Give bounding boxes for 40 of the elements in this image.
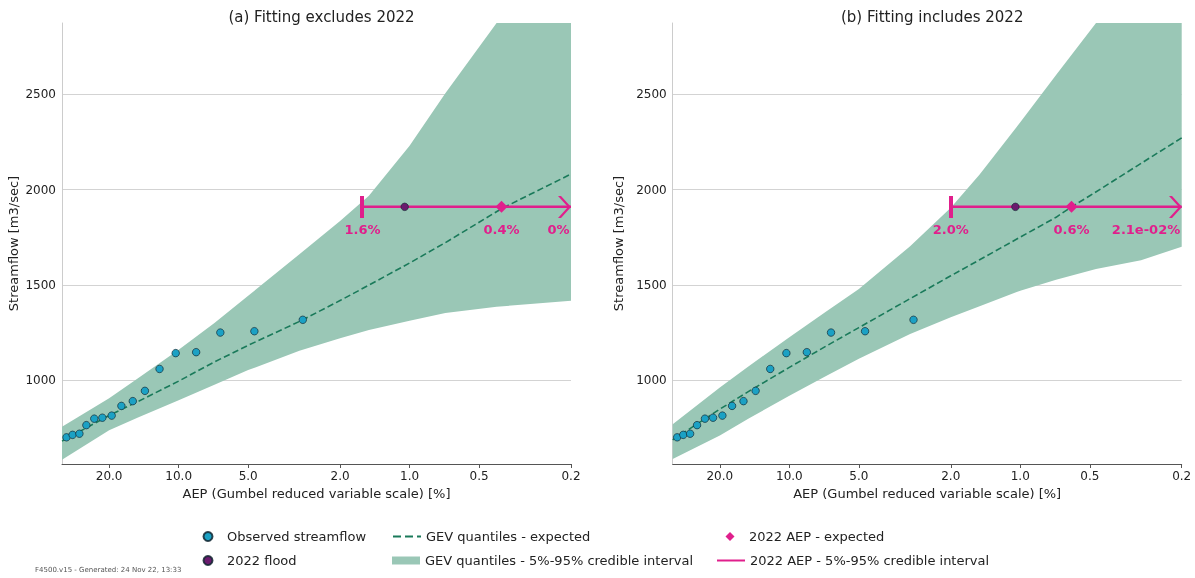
y-tick-label: 2500 <box>25 87 56 102</box>
annotation: 0% <box>547 221 570 237</box>
annotation: 0.6% <box>1053 221 1090 237</box>
x-tick-label: 20.0 <box>706 469 734 483</box>
legend-label: GEV quantiles - 5%-95% credible interval <box>425 553 694 568</box>
legend-label: 2022 flood <box>227 553 297 568</box>
legend-label: GEV quantiles - expected <box>426 529 591 544</box>
x-axis-title: AEP (Gumbel reduced variable scale) [%] <box>793 485 1062 501</box>
chart-title: (a) Fitting excludes 2022 <box>228 7 415 26</box>
chart-title: (b) Fitting includes 2022 <box>840 7 1024 26</box>
y-tick-label: 1500 <box>636 277 667 292</box>
x-tick-label: 5.0 <box>849 469 869 483</box>
y-axis-title: Streamflow [m3/sec] <box>611 175 627 312</box>
x-tick-label: 10.0 <box>165 469 193 483</box>
y-tick-label: 1000 <box>636 373 667 388</box>
annotation: 0.4% <box>483 221 520 237</box>
x-tick-label: 2.0 <box>330 469 350 483</box>
x-tick-label: 0.2 <box>561 469 581 483</box>
y-tick-label: 1000 <box>25 373 56 388</box>
x-tick-label: 0.5 <box>1080 469 1100 483</box>
x-tick-label: 1.0 <box>400 469 420 483</box>
annotation: 2.1e-02% <box>1111 221 1181 237</box>
y-tick-label: 2500 <box>636 87 667 102</box>
y-axis-title: Streamflow [m3/sec] <box>6 175 21 312</box>
y-tick-label: 1500 <box>25 277 56 292</box>
legend-label: 2022 AEP - 5%-95% credible interval <box>750 553 990 568</box>
legend-label: Observed streamflow <box>227 529 367 544</box>
x-tick-label: 5.0 <box>238 469 258 483</box>
y-tick-label: 2000 <box>636 182 667 197</box>
annotation: 2.0% <box>932 221 969 237</box>
annotation: 1.6% <box>344 221 381 237</box>
x-tick-label: 10.0 <box>776 469 803 483</box>
x-tick-label: 20.0 <box>95 469 123 483</box>
y-tick-label: 2000 <box>25 182 56 197</box>
x-tick-label: 0.2 <box>1172 469 1192 483</box>
x-tick-label: 1.0 <box>1010 469 1030 483</box>
x-axis-title: AEP (Gumbel reduced variable scale) [%] <box>182 485 451 501</box>
legend-label: 2022 AEP - expected <box>749 529 885 544</box>
x-tick-label: 2.0 <box>941 469 961 483</box>
x-tick-label: 0.5 <box>469 469 489 483</box>
